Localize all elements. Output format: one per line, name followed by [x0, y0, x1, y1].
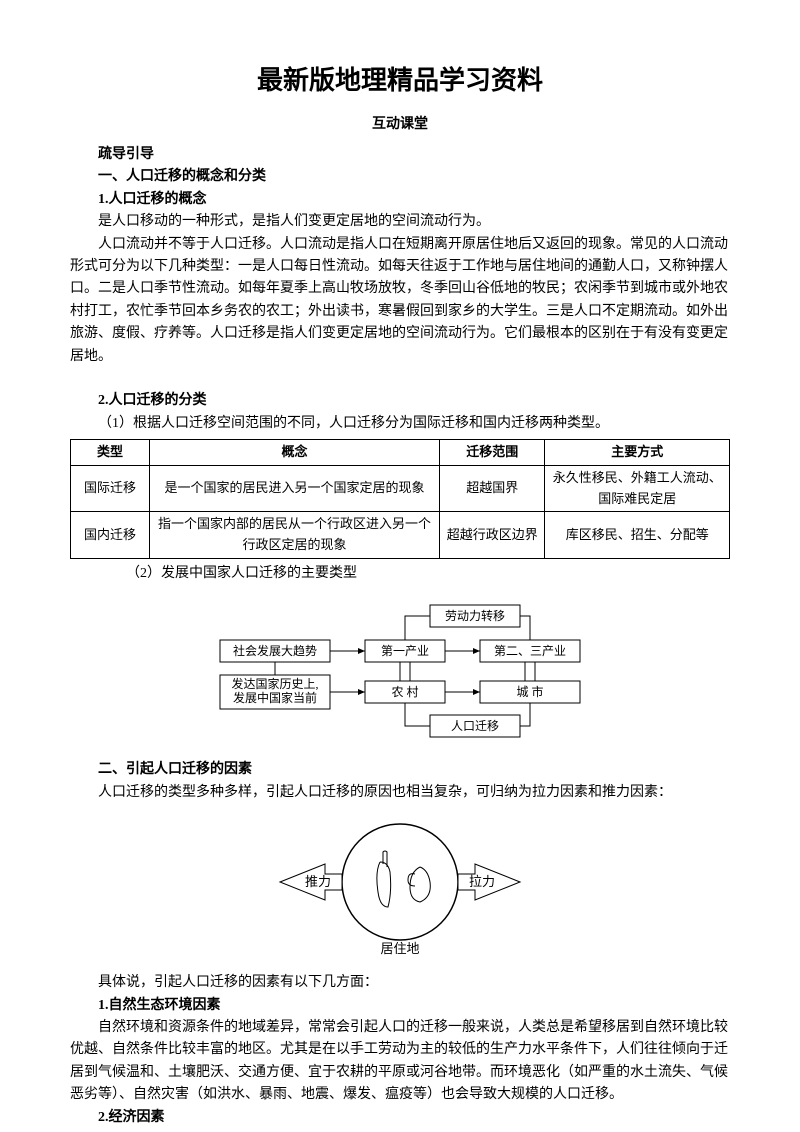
heading-2: 二、引起人口迁移的因素 — [70, 759, 730, 781]
para-nature: 自然环境和资源条件的地域差异，常常会引起人口的迁移一般来说，人类总是希望移居到自… — [70, 1017, 730, 1107]
node-labor: 劳动力转移 — [445, 608, 505, 623]
page-subtitle: 互动课堂 — [70, 114, 730, 136]
heading-3-1: 1.自然生态环境因素 — [70, 995, 730, 1017]
heading-1: 一、人口迁移的概念和分类 — [70, 166, 730, 188]
cell: 指一个国家内部的居民从一个行政区进入另一个行政区定居的现象 — [150, 512, 440, 559]
heading-3-2: 2.经济因素 — [70, 1107, 730, 1129]
para-detail-intro: 具体说，引起人口迁移的因素有以下几方面： — [70, 972, 730, 994]
pushpull-diagram: 推力 拉力 居住地 — [70, 812, 730, 962]
node-secondary: 第二、三产业 — [494, 644, 566, 658]
pull-label: 拉力 — [469, 874, 495, 889]
th-type: 类型 — [71, 440, 150, 466]
para-classify-2: （2）发展中国家人口迁移的主要类型 — [70, 563, 730, 585]
node-history-2: 发展中国家当前 — [233, 690, 317, 705]
flowchart-diagram: 劳动力转移 社会发展大趋势 第一产业 第二、三产业 发达国家历史上, 发展中国家… — [70, 595, 730, 745]
push-label: 推力 — [305, 874, 331, 889]
node-migrate: 人口迁移 — [451, 719, 499, 733]
page-title: 最新版地理精品学习资料 — [70, 60, 730, 102]
th-range: 迁移范围 — [440, 440, 545, 466]
cell: 超越行政区边界 — [440, 512, 545, 559]
para-factors: 人口迁移的类型多种多样，引起人口迁移的原因也相当复杂，可归纳为拉力因素和推力因素… — [70, 782, 730, 804]
para-concept-1: 是人口移动的一种形式，是指人们变更定居地的空间流动行为。 — [70, 211, 730, 233]
node-trend: 社会发展大趋势 — [233, 643, 317, 658]
node-primary: 第一产业 — [381, 644, 429, 658]
cell: 库区移民、招生、分配等 — [545, 512, 730, 559]
table-row: 国内迁移 指一个国家内部的居民从一个行政区进入另一个行政区定居的现象 超越行政区… — [71, 512, 730, 559]
para-concept-2: 人口流动并不等于人口迁移。人口流动是指人口在短期离开原居住地后又返回的现象。常见… — [70, 234, 730, 368]
heading-1-2: 2.人口迁移的分类 — [70, 390, 730, 412]
pushpull-svg: 推力 拉力 居住地 — [270, 812, 530, 962]
migration-table: 类型 概念 迁移范围 主要方式 国际迁移 是一个国家的居民进入另一个国家定居的现… — [70, 439, 730, 559]
cell: 超越国界 — [440, 465, 545, 512]
cell: 国内迁移 — [71, 512, 150, 559]
heading-1-1: 1.人口迁移的概念 — [70, 189, 730, 211]
table-row: 国际迁移 是一个国家的居民进入另一个国家定居的现象 超越国界 永久性移民、外籍工… — [71, 465, 730, 512]
th-mode: 主要方式 — [545, 440, 730, 466]
node-rural: 农 村 — [391, 685, 418, 699]
node-urban: 城 市 — [516, 684, 543, 699]
para-classify-1: （1）根据人口迁移空间范围的不同，人口迁移分为国际迁移和国内迁移两种类型。 — [70, 413, 730, 435]
cell: 国际迁移 — [71, 465, 150, 512]
cell: 永久性移民、外籍工人流动、国际难民定居 — [545, 465, 730, 512]
flowchart-svg: 劳动力转移 社会发展大趋势 第一产业 第二、三产业 发达国家历史上, 发展中国家… — [200, 595, 600, 745]
table-header-row: 类型 概念 迁移范围 主要方式 — [71, 440, 730, 466]
node-history-1: 发达国家历史上, — [231, 676, 318, 691]
residence-label: 居住地 — [380, 941, 419, 956]
th-concept: 概念 — [150, 440, 440, 466]
cell: 是一个国家的居民进入另一个国家定居的现象 — [150, 465, 440, 512]
lead-text: 疏导引导 — [70, 144, 730, 166]
